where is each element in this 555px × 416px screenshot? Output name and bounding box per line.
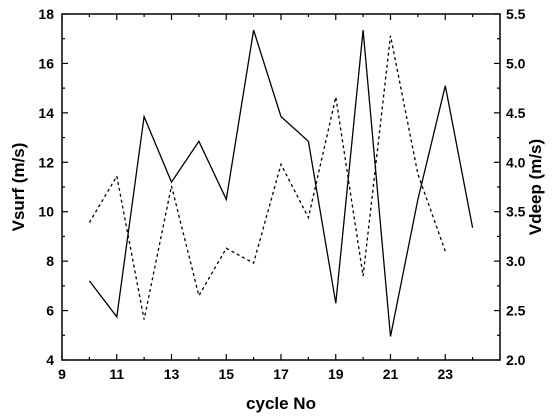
left-y-axis-ticks: 4 6 8 10 12 14 16 18 (38, 6, 68, 368)
left-y-axis-label: Vsurf (m/s) (9, 143, 28, 232)
left-tick-label: 16 (38, 55, 54, 71)
right-tick-label: 4.0 (506, 154, 526, 170)
left-tick-label: 14 (38, 105, 54, 121)
right-tick-label: 5.0 (506, 55, 526, 71)
left-tick-label: 4 (46, 352, 54, 368)
x-tick-label: 17 (273, 366, 289, 382)
right-tick-label: 3.5 (506, 204, 526, 220)
left-tick-label: 12 (38, 154, 54, 170)
x-axis-ticks: 9 11 13 15 17 19 21 23 (58, 14, 501, 382)
right-tick-label: 5.5 (506, 6, 526, 22)
vdeep-series-line (88, 35, 446, 320)
right-y-axis-ticks: 2.0 2.5 3.0 3.5 4.0 4.5 5.0 5.5 (494, 6, 526, 368)
series-layer (88, 29, 474, 337)
left-tick-label: 6 (46, 303, 54, 319)
left-tick-label: 10 (38, 204, 54, 220)
right-y-axis-label: Vdeep (m/s) (526, 139, 545, 235)
vsurf-series-line (88, 29, 474, 337)
x-tick-label: 11 (109, 366, 124, 382)
x-tick-label: 23 (437, 366, 453, 382)
right-tick-label: 4.5 (506, 105, 526, 121)
right-tick-label: 2.0 (506, 352, 526, 368)
right-tick-label: 2.5 (506, 303, 526, 319)
x-tick-label: 15 (218, 366, 234, 382)
left-tick-label: 18 (38, 6, 54, 22)
x-axis-label: cycle No (246, 394, 316, 413)
x-tick-label: 9 (58, 366, 66, 382)
right-tick-label: 3.0 (506, 253, 526, 269)
x-tick-label: 21 (383, 366, 399, 382)
x-tick-label: 19 (328, 366, 344, 382)
left-tick-label: 8 (46, 253, 54, 269)
x-tick-label: 13 (164, 366, 180, 382)
plot-frame (61, 13, 501, 361)
